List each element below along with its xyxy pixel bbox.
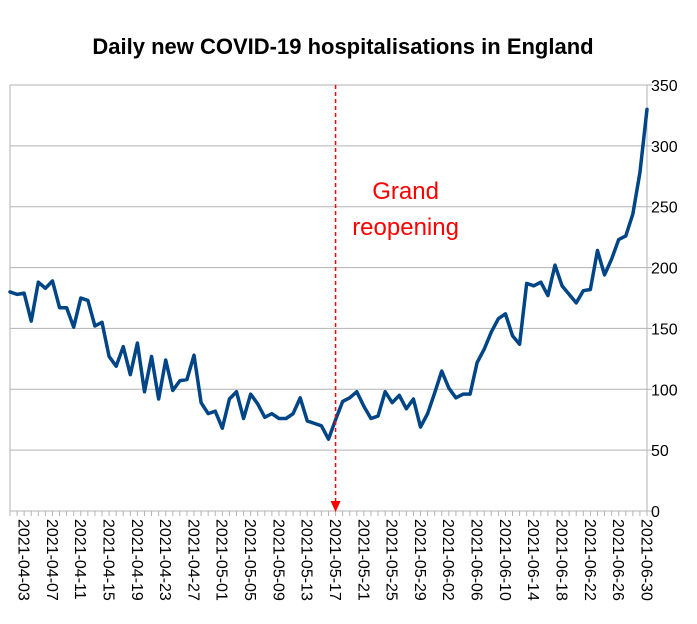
y-tick-label: 250: [651, 200, 678, 217]
x-tick-label: 2021-04-23: [156, 519, 173, 601]
y-tick-label: 350: [651, 78, 678, 95]
gridlines: [10, 84, 647, 451]
y-tick-label: 0: [651, 504, 660, 521]
x-axis-ticks: 2021-04-03 2021-04-07 2021-04-11 2021-04-15…: [9, 511, 654, 601]
x-tick-label: 2021-06-10: [496, 519, 513, 601]
x-tick-label: 2021-06-30: [637, 519, 654, 601]
annotation-layer: Grand reopening: [330, 85, 459, 512]
x-tick-label: 2021-06-22: [581, 519, 598, 601]
series-line: [8, 107, 649, 441]
x-tick-label: 2021-04-11: [71, 519, 88, 600]
y-axis-ticks: 0 50 100 150 200 250 300 350: [647, 78, 678, 521]
y-tick-label: 50: [651, 443, 669, 460]
x-tick-label: 2021-05-13: [298, 519, 315, 601]
x-tick-label: 2021-05-05: [241, 519, 258, 601]
x-tick-label: 2021-05-17: [326, 519, 343, 601]
x-tick-label: 2021-04-27: [184, 519, 201, 601]
x-tick-label: 2021-04-19: [128, 519, 145, 601]
y-tick-label: 300: [651, 139, 678, 156]
x-tick-label: 2021-04-07: [43, 519, 60, 601]
x-tick-label: 2021-05-01: [213, 519, 230, 601]
chart-title: Daily new COVID-19 hospitalisations in E…: [92, 34, 593, 59]
x-tick-label: 2021-06-18: [552, 519, 569, 601]
y-tick-label: 100: [651, 382, 678, 399]
x-tick-label: 2021-05-09: [269, 519, 286, 601]
x-tick-label: 2021-04-15: [99, 519, 116, 601]
x-tick-label: 2021-06-02: [439, 519, 456, 601]
axes: [9, 85, 648, 512]
x-tick-label: 2021-05-29: [411, 519, 428, 601]
annotation-arrowhead: [330, 501, 341, 512]
x-tick-label: 2021-06-14: [524, 519, 541, 601]
y-tick-label: 150: [651, 321, 678, 338]
y-tick-label: 200: [651, 261, 678, 278]
x-tick-label: 2021-05-25: [383, 519, 400, 601]
x-tick-label: 2021-06-26: [609, 519, 626, 601]
annotation-label-line2: reopening: [352, 214, 459, 241]
annotation-label-line1: Grand: [372, 178, 439, 205]
x-tick-label: 2021-04-03: [15, 519, 32, 601]
x-tick-label: 2021-06-06: [468, 519, 485, 601]
x-tick-label: 2021-05-21: [354, 519, 371, 601]
series-layer: [8, 107, 649, 441]
